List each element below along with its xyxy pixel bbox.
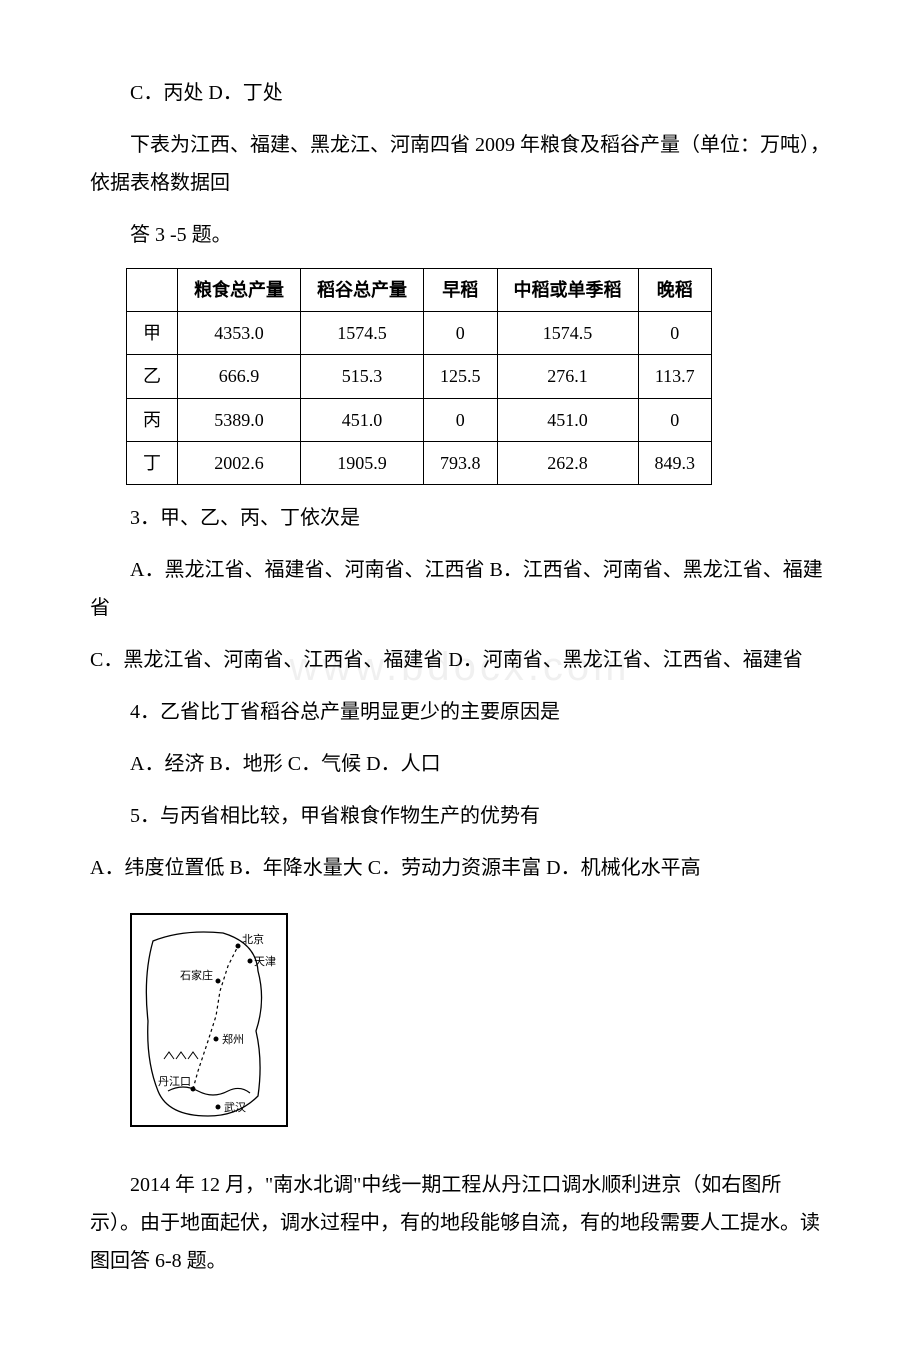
- cell: 0: [638, 312, 712, 355]
- city-dot-wuhan: [216, 1104, 221, 1109]
- label-zhengzhou: 郑州: [222, 1032, 244, 1046]
- cell: 262.8: [497, 441, 638, 484]
- cell: 1574.5: [301, 312, 424, 355]
- cell: 451.0: [497, 398, 638, 441]
- cell: 0: [424, 312, 498, 355]
- col-header-blank: [127, 269, 178, 312]
- col-header-total-rice: 稻谷总产量: [301, 269, 424, 312]
- q5-stem: 5．与丙省相比较，甲省粮食作物生产的优势有: [90, 797, 830, 835]
- grain-output-table: 粮食总产量 稻谷总产量 早稻 中稻或单季稻 晚稻 甲 4353.0 1574.5…: [126, 268, 712, 485]
- label-beijing: 北京: [242, 932, 264, 946]
- map-svg: 北京 天津 石家庄 郑州 丹江口 武汉: [138, 921, 278, 1121]
- cell: 5389.0: [178, 398, 301, 441]
- cell: 1905.9: [301, 441, 424, 484]
- q3-stem: 3．甲、乙、丙、丁依次是: [90, 499, 830, 537]
- q4-stem: 4．乙省比丁省稻谷总产量明显更少的主要原因是: [90, 693, 830, 731]
- table-row: 丙 5389.0 451.0 0 451.0 0: [127, 398, 712, 441]
- cell: 丙: [127, 398, 178, 441]
- col-header-late-rice: 晚稻: [638, 269, 712, 312]
- cell: 甲: [127, 312, 178, 355]
- cell: 0: [424, 398, 498, 441]
- city-dot-danjiangkou: [191, 1086, 196, 1091]
- table-intro-line2: 答 3 -5 题。: [90, 216, 830, 254]
- q5-options: A．纬度位置低 B．年降水量大 C．劳动力资源丰富 D．机械化水平高: [90, 849, 830, 887]
- city-dot-beijing: [236, 943, 241, 948]
- cell: 793.8: [424, 441, 498, 484]
- label-danjiangkou: 丹江口: [158, 1075, 191, 1088]
- col-header-total-grain: 粮食总产量: [178, 269, 301, 312]
- q6-8-intro: 2014 年 12 月，"南水北调"中线一期工程从丹江口调水顺利进京（如右图所示…: [90, 1166, 830, 1280]
- table-header-row: 粮食总产量 稻谷总产量 早稻 中稻或单季稻 晚稻: [127, 269, 712, 312]
- q3-options-ab: A．黑龙江省、福建省、河南省、江西省 B．江西省、河南省、黑龙江省、福建省: [90, 551, 830, 627]
- route-map: 北京 天津 石家庄 郑州 丹江口 武汉: [130, 913, 288, 1127]
- cell: 113.7: [638, 355, 712, 398]
- cell: 4353.0: [178, 312, 301, 355]
- map-outline: [146, 932, 261, 1116]
- cell: 乙: [127, 355, 178, 398]
- cell: 1574.5: [497, 312, 638, 355]
- city-dot-shijiazhuang: [216, 978, 221, 983]
- cell: 276.1: [497, 355, 638, 398]
- cell: 666.9: [178, 355, 301, 398]
- q4-options: A．经济 B．地形 C．气候 D．人口: [90, 745, 830, 783]
- table-intro-line1: 下表为江西、福建、黑龙江、河南四省 2009 年粮食及稻谷产量（单位：万吨），依…: [90, 126, 830, 202]
- option-cd: C．丙处 D．丁处: [90, 74, 830, 112]
- col-header-early-rice: 早稻: [424, 269, 498, 312]
- col-header-mid-rice: 中稻或单季稻: [497, 269, 638, 312]
- table-row: 丁 2002.6 1905.9 793.8 262.8 849.3: [127, 441, 712, 484]
- city-dot-zhengzhou: [214, 1036, 219, 1041]
- label-tianjin: 天津: [254, 955, 276, 968]
- q3-options-cd: C．黑龙江省、河南省、江西省、福建省 D．河南省、黑龙江省、江西省、福建省: [90, 641, 830, 679]
- cell: 451.0: [301, 398, 424, 441]
- water-route-line: [193, 946, 238, 1089]
- cell: 2002.6: [178, 441, 301, 484]
- cell: 125.5: [424, 355, 498, 398]
- cell: 515.3: [301, 355, 424, 398]
- cell: 丁: [127, 441, 178, 484]
- label-shijiazhuang: 石家庄: [180, 968, 213, 982]
- cell: 849.3: [638, 441, 712, 484]
- city-dot-tianjin: [248, 958, 253, 963]
- table-row: 乙 666.9 515.3 125.5 276.1 113.7: [127, 355, 712, 398]
- mountain-icon: [164, 1052, 198, 1059]
- label-wuhan: 武汉: [224, 1101, 246, 1114]
- river-line: [168, 1087, 250, 1095]
- table-row: 甲 4353.0 1574.5 0 1574.5 0: [127, 312, 712, 355]
- cell: 0: [638, 398, 712, 441]
